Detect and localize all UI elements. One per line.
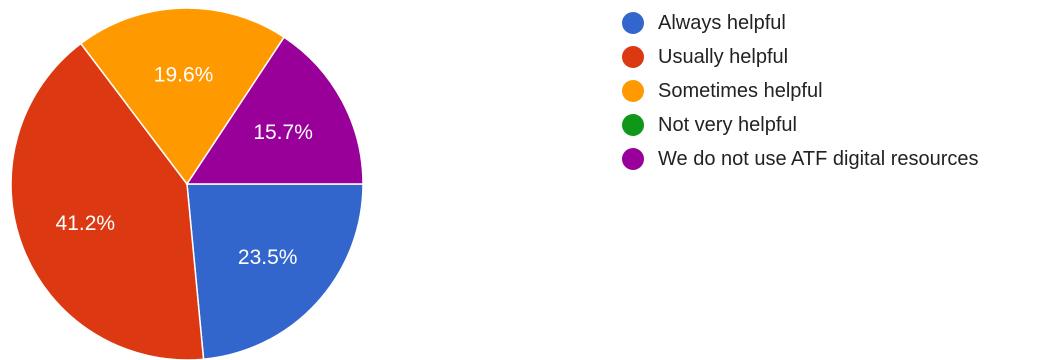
slice-labels: 23.5% 41.2% 19.6% 15.7% xyxy=(56,63,313,269)
legend-item: We do not use ATF digital resources xyxy=(622,142,979,176)
legend-label: Not very helpful xyxy=(658,113,797,136)
slice-value-label: 41.2% xyxy=(56,212,116,235)
legend-swatch xyxy=(622,148,644,170)
pie-slice-always-helpful xyxy=(186,183,364,360)
legend-label: Sometimes helpful xyxy=(658,79,823,102)
legend-item: Usually helpful xyxy=(622,40,979,74)
legend-swatch xyxy=(622,114,644,136)
pie-slice-we-do-not-use-atf-digital-resources xyxy=(185,36,364,185)
legend-item: Sometimes helpful xyxy=(622,74,979,108)
legend-item: Always helpful xyxy=(622,6,979,40)
pie-slice-usually-helpful xyxy=(10,42,205,360)
legend-swatch xyxy=(622,80,644,102)
legend-label: Usually helpful xyxy=(658,45,789,68)
legend-item: Not very helpful xyxy=(622,108,979,142)
legend-label: Always helpful xyxy=(658,11,786,34)
slice-value-label: 15.7% xyxy=(253,121,313,144)
legend-swatch xyxy=(622,12,644,34)
slice-value-label: 19.6% xyxy=(154,63,214,86)
slice-value-label: 23.5% xyxy=(238,246,298,269)
chart-legend: Always helpful Usually helpful Sometimes h… xyxy=(622,6,979,176)
pie-chart: 23.5% 41.2% 19.6% 15.7% xyxy=(10,7,364,360)
legend-label: We do not use ATF digital resources xyxy=(658,147,979,170)
legend-swatch xyxy=(622,46,644,68)
pie-slice-sometimes-helpful xyxy=(79,7,286,186)
